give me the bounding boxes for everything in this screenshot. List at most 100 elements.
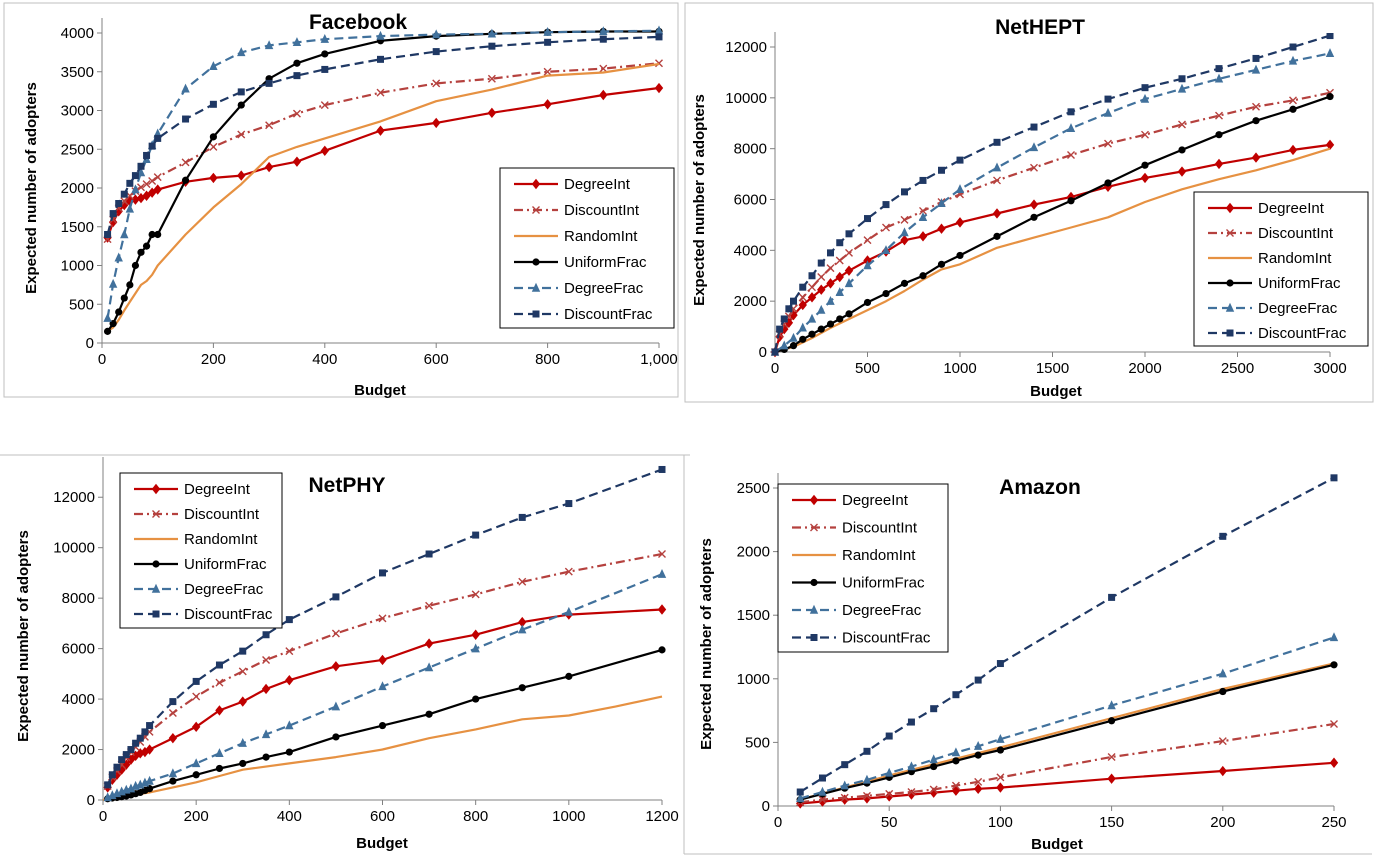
facebook-series-degreeint-point [432,117,441,129]
facebook-series-discountfrac-point [154,134,162,142]
nethept-series-uniformfrac-point [789,342,798,350]
nethept-series-degreefrac-point [807,313,817,323]
nethept-series-degreefrac-point [844,278,854,288]
facebook-series-degreefrac-point [125,203,135,213]
amazon-series-degreefrac-point [973,741,983,750]
nethept-series-degreeint-point [784,317,794,328]
facebook-series-degreeint-point [153,184,162,195]
amazon-series-discountint-point [974,777,983,786]
netphy-series-degreeint-point [285,674,294,686]
nethept-x-tick-label: 500 [855,360,880,377]
facebook-series-discountint-point [376,88,385,97]
amazon-series-degreeint-point [840,794,849,805]
amazon-series-degreefrac-point [907,761,916,771]
amazon-y-tick-label: 0 [762,798,770,815]
nethept-legend-degreefrac-label: DegreeFrac [1258,300,1338,317]
amazon-series-uniformfrac-point [996,746,1004,754]
amazon-y-tick-label: 500 [745,734,770,751]
nethept-series-uniformfrac-point [993,232,1001,240]
facebook-series-degreeint-point [654,82,664,94]
netphy-x-tick-label: 200 [184,808,209,825]
nethept-series-discountint-point [1178,120,1186,129]
netphy-series-degreeint-point [331,661,341,672]
nethept-series-degreeint-point [992,208,1002,219]
amazon-x-tick-label: 100 [988,814,1013,831]
facebook-series-discountfrac-point [655,33,663,41]
amazon-chart-title: Amazon [999,476,1081,499]
amazon-series-discountfrac-point [818,774,826,782]
facebook-series-discountint-point [209,142,218,151]
facebook-y-tick-label: 1000 [61,258,94,275]
facebook-series-discountint-point [487,74,496,83]
nethept-series-degreefrac-point [1029,142,1039,152]
facebook-series-uniformfrac-point [103,327,112,335]
netphy-series-discountint-point [192,692,201,701]
nethept-series-discountfrac-point [771,348,779,356]
amazon-x-axis-label: Budget [1031,836,1083,853]
facebook-series-degreefrac-point [108,278,118,288]
nethept-panel-border [684,2,1374,403]
facebook-series-degreeint-point [543,99,552,110]
netphy-chart-title: NetPHY [308,474,385,497]
facebook-series-degreeint-point [292,156,302,167]
facebook-series-discountint-point [320,101,329,110]
facebook-series-discountfrac-point [293,72,301,80]
netphy-chart: 0 2000 4000 6000 8000 10000 12000 0 200 400 600 800… [0,454,690,852]
netphy-series-degreeint-point [518,616,527,628]
facebook-series-degreeint-point [376,125,385,136]
nethept-series-degreefrac-point [918,212,928,221]
amazon-series-discountfrac-point [952,691,960,699]
facebook-series-uniformfrac-point [142,242,151,250]
facebook-series-uniformfrac-point [115,308,123,316]
netphy-series-degreefrac-point [564,606,574,616]
facebook-series-degreeint-point [114,206,123,217]
nethept-series-degreeint-point [817,284,826,295]
facebook-legend: DegreeInt DiscountInt RandomInt UniformFrac… [499,167,675,329]
facebook-series-degreeint-point [237,170,246,181]
nethept-legend-discountint-label: DiscountInt [1258,225,1334,242]
nethept-series-discountfrac-point [1326,33,1334,40]
nethept-y-axis-label: Expected number of adopters [691,94,708,306]
nethept-series-discountint-point [919,206,927,215]
nethept-series-degreefrac-point [992,162,1002,172]
nethept-series-discountint-point [900,215,909,224]
nethept-series-discountint-point [863,236,872,245]
amazon-legend-randomint-label: RandomInt [842,547,916,564]
facebook-series-discountint-point [655,59,663,68]
amazon-legend: DegreeInt DiscountInt RandomInt UniformFrac… [777,483,949,653]
netphy-series-discountint-point [564,567,573,576]
facebook-series-discountint-point [543,67,552,76]
facebook-y-tick-label: 4000 [61,25,94,42]
netphy-x-tick-label: 1200 [645,808,678,825]
facebook-series-degreefrac-point [654,25,664,35]
nethept-series-uniformfrac-point [836,315,844,323]
nethept-series-degreefrac-point [835,287,844,296]
nethept-series-degreefrac-point [1214,73,1224,83]
facebook-x-tick-label: 600 [424,351,449,368]
facebook-series-degreefrac-point [181,83,190,93]
facebook-series-degreefrac-point [264,40,274,50]
facebook-series-uniformfrac-point [293,59,301,67]
facebook-series-discountfrac-point [599,35,607,43]
amazon-series-uniformfrac-point [1219,687,1227,696]
nethept-y-tick-label: 12000 [725,39,767,56]
facebook-series-discountfrac-point [265,79,273,87]
nethept-series-discountfrac-point [790,297,797,305]
netphy-series-discountfrac-point [425,550,433,558]
netphy-y-tick-label: 10000 [53,540,95,557]
nethept-series-degreefrac-point [1103,107,1113,117]
netphy-y-axis-label: Expected number of adopters [15,530,32,742]
netphy-series-degreefrac-point [126,783,136,793]
nethept-x-tick-label: 1000 [943,360,976,377]
facebook-series-discountint-point [237,130,246,139]
nethept-series-discountfrac-point [1141,84,1149,92]
netphy-series-degreeint-point [471,629,480,640]
netphy-series-degreefrac-point [261,729,271,739]
nethept-series-degreefrac-point [798,322,807,332]
amazon-y-tick-label: 2500 [737,480,770,497]
amazon-series-randomint-line [799,662,1335,801]
nethept-series-uniformfrac-point [1178,146,1186,154]
amazon-series-discountfrac-point [974,676,982,684]
nethept-series-discountint-point [845,248,853,257]
nethept-legend-discountfrac-marker [1226,329,1234,337]
